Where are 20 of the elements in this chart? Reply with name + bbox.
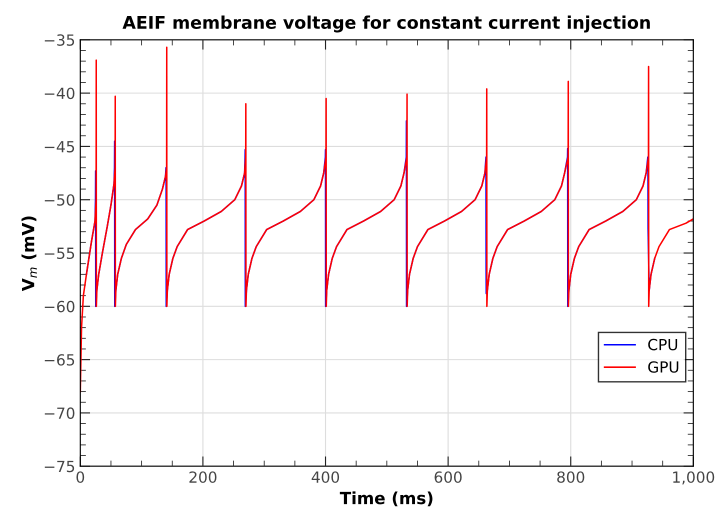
legend-label: CPU (648, 338, 678, 350)
x-axis-title: Time (ms) (340, 491, 432, 506)
y-tick-label: −50 (44, 194, 74, 206)
x-tick-label: 200 (189, 471, 216, 483)
y-axis-title: V$_{m}$ (mV) (22, 216, 37, 292)
y-tick-label: −70 (44, 407, 74, 419)
y-tick-label: −40 (44, 88, 74, 100)
y-tick-label: −75 (44, 460, 74, 472)
x-tick-label: 400 (312, 471, 340, 483)
y-tick-label: −65 (44, 354, 74, 366)
y-tick-label: −35 (44, 34, 74, 46)
x-tick-label: 800 (557, 471, 584, 483)
x-tick-label: 600 (434, 471, 462, 483)
y-tick-label: −60 (44, 300, 74, 312)
y-tick-label: −45 (44, 141, 74, 152)
x-tick-label: 0 (76, 471, 84, 483)
legend-label: GPU (648, 361, 678, 373)
y-tick-label: −55 (44, 248, 74, 260)
x-tick-label: 1,000 (673, 471, 714, 484)
chart-title: AEIF membrane voltage for constant current injection (122, 16, 650, 32)
